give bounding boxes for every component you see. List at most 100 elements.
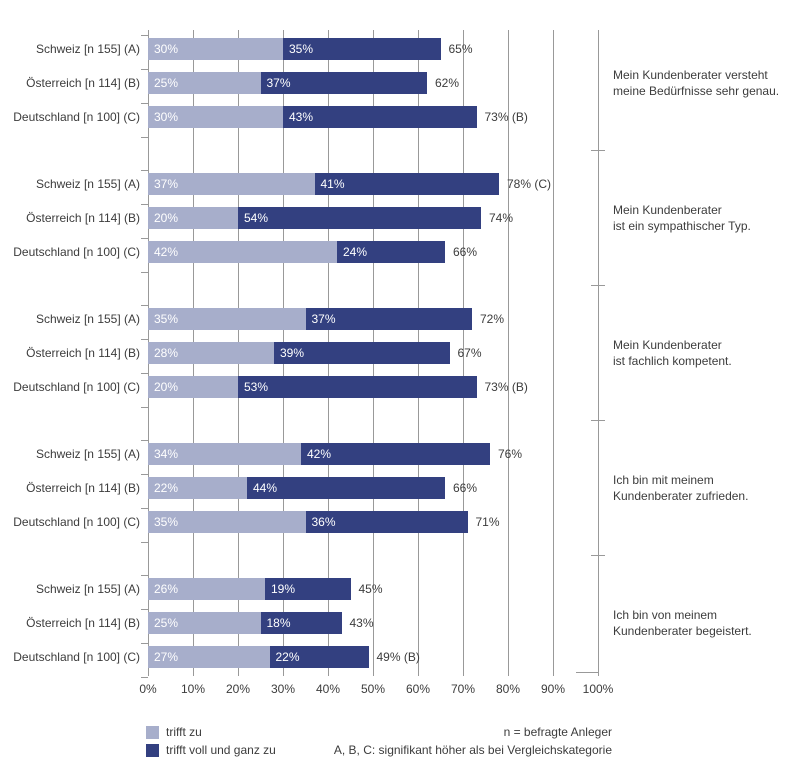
group-separator-tick <box>591 285 605 286</box>
axis-end-tick <box>576 672 598 673</box>
bar-value-label: 22% <box>275 650 300 664</box>
bar-value-label: 22% <box>154 481 179 495</box>
bar-value-label: 44% <box>253 481 278 495</box>
row-boundary-tick <box>141 440 148 441</box>
category-label: Schweiz [n 155] (A) <box>35 447 140 461</box>
legend-swatch-trifft-zu <box>146 725 159 739</box>
x-axis-tick-label: 20% <box>225 682 251 696</box>
statement-label: Mein Kundenberater versteht meine Bedürfn… <box>613 67 808 99</box>
bar-segment-trifft-zu: 27% <box>148 646 270 668</box>
bar-value-label: 41% <box>320 177 345 191</box>
legend-label-trifft-zu: trifft zu <box>166 725 202 739</box>
category-label: Österreich [n 114] (B) <box>26 76 140 90</box>
bar-segment-trifft-voll-und-ganz-zu: 42% <box>301 443 490 465</box>
row-boundary-tick <box>141 677 148 678</box>
statement-line-1: Ich bin mit meinem <box>613 473 714 487</box>
row-boundary-tick <box>141 474 148 475</box>
footnote-n-definition: n = befragte Anleger <box>503 725 612 739</box>
bar-row: 26% 19% <box>148 578 351 600</box>
bar-row: 42% 24% <box>148 241 445 263</box>
bar-segment-trifft-voll-und-ganz-zu: 54% <box>238 207 481 229</box>
row-boundary-tick <box>141 305 148 306</box>
bar-value-label: 18% <box>266 616 291 630</box>
gridline <box>553 30 554 676</box>
x-axis-tick-label: 30% <box>270 682 296 696</box>
bar-segment-trifft-voll-und-ganz-zu: 39% <box>274 342 450 364</box>
bar-total-label: 66% <box>453 481 478 495</box>
bar-total-label: 71% <box>475 515 500 529</box>
bar-row: 34% 42% <box>148 443 490 465</box>
bar-segment-trifft-zu: 20% <box>148 376 238 398</box>
bar-row: 20% 53% <box>148 376 477 398</box>
statement-label: Mein Kundenberater ist fachlich kompetent… <box>613 337 808 369</box>
group-separator-tick <box>591 150 605 151</box>
bar-value-label: 53% <box>244 380 269 394</box>
bar-value-label: 37% <box>154 177 179 191</box>
statement-line-1: Mein Kundenberater versteht <box>613 68 768 82</box>
bar-segment-trifft-voll-und-ganz-zu: 41% <box>314 173 499 195</box>
bar-value-label: 20% <box>154 380 179 394</box>
bar-segment-trifft-voll-und-ganz-zu: 19% <box>265 578 351 600</box>
bar-segment-trifft-voll-und-ganz-zu: 53% <box>238 376 477 398</box>
row-boundary-tick <box>141 35 148 36</box>
bar-segment-trifft-zu: 42% <box>148 241 337 263</box>
bar-segment-trifft-zu: 37% <box>148 173 315 195</box>
row-boundary-tick <box>141 575 148 576</box>
x-axis-tick-label: 70% <box>450 682 476 696</box>
x-axis-tick-label: 0% <box>139 682 157 696</box>
statement-label: Ich bin mit meinem Kundenberater zufriede… <box>613 472 808 504</box>
row-boundary-tick <box>141 508 148 509</box>
bar-row: 30% 43% <box>148 106 477 128</box>
bar-value-label: 30% <box>154 42 179 56</box>
category-label: Schweiz [n 155] (A) <box>35 177 140 191</box>
bar-total-label: 43% <box>349 616 374 630</box>
bar-total-label: 73% (B) <box>484 110 528 124</box>
row-boundary-tick <box>141 542 148 543</box>
x-axis-tick-label: 60% <box>405 682 431 696</box>
category-label: Schweiz [n 155] (A) <box>35 312 140 326</box>
category-label: Schweiz [n 155] (A) <box>35 42 140 56</box>
bar-segment-trifft-voll-und-ganz-zu: 44% <box>247 477 445 499</box>
bar-segment-trifft-zu: 35% <box>148 308 306 330</box>
row-boundary-tick <box>141 238 148 239</box>
bar-value-label: 19% <box>271 582 296 596</box>
bar-segment-trifft-zu: 25% <box>148 72 261 94</box>
bar-total-label: 45% <box>358 582 383 596</box>
bar-value-label: 42% <box>154 245 179 259</box>
bar-row: 37% 41% <box>148 173 499 195</box>
category-label: Deutschland [n 100] (C) <box>13 245 140 259</box>
bar-value-label: 25% <box>154 76 179 90</box>
bar-segment-trifft-voll-und-ganz-zu: 22% <box>269 646 369 668</box>
bar-total-label: 73% (B) <box>484 380 528 394</box>
category-label: Österreich [n 114] (B) <box>26 616 140 630</box>
bar-segment-trifft-zu: 34% <box>148 443 301 465</box>
gridline <box>463 30 464 676</box>
x-axis-tick-label: 90% <box>540 682 566 696</box>
bar-row: 25% 18% <box>148 612 342 634</box>
bar-value-label: 27% <box>154 650 179 664</box>
row-boundary-tick <box>141 204 148 205</box>
legend-item-trifft-zu: trifft zu <box>146 723 276 741</box>
bar-row: 35% 36% <box>148 511 468 533</box>
bar-value-label: 43% <box>289 110 314 124</box>
bar-segment-trifft-voll-und-ganz-zu: 36% <box>305 511 468 533</box>
x-axis-tick-label: 80% <box>495 682 521 696</box>
category-label: Deutschland [n 100] (C) <box>13 110 140 124</box>
x-axis-tick-label: 40% <box>315 682 341 696</box>
gridline <box>508 30 509 676</box>
x-axis-tick-label: 10% <box>180 682 206 696</box>
category-label: Österreich [n 114] (B) <box>26 481 140 495</box>
bar-total-label: 66% <box>453 245 478 259</box>
bar-total-label: 76% <box>498 447 523 461</box>
row-boundary-tick <box>141 373 148 374</box>
statement-line-2: meine Bedürfnisse sehr genau. <box>613 84 780 98</box>
bar-value-label: 24% <box>343 245 368 259</box>
statement-line-1: Mein Kundenberater <box>613 203 722 217</box>
x-axis-tick-label: 100% <box>582 682 614 696</box>
category-label: Deutschland [n 100] (C) <box>13 515 140 529</box>
bar-total-label: 65% <box>448 42 473 56</box>
statement-line-2: Kundenberater zufrieden. <box>613 489 749 503</box>
row-boundary-tick <box>141 170 148 171</box>
